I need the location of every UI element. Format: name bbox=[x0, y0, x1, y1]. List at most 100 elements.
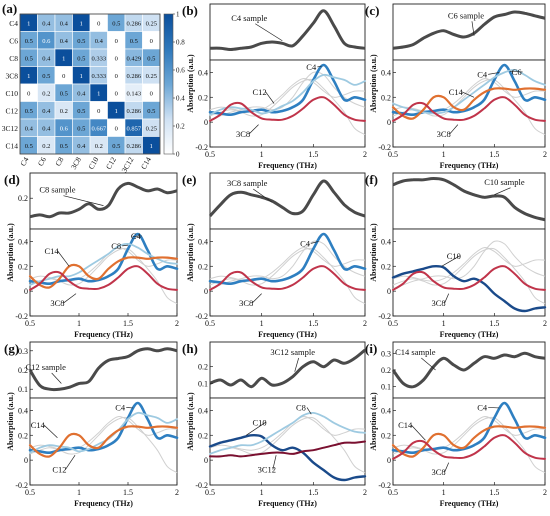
colorbar-tick-label: 0.2 bbox=[176, 123, 185, 131]
sample-axes-frame bbox=[392, 341, 546, 399]
series-annotation: C10 bbox=[253, 417, 267, 427]
y-tick-label: -0.2 bbox=[195, 481, 208, 490]
sample-label: C14 sample bbox=[395, 347, 436, 357]
heatmap-cell-value: 0.25 bbox=[146, 125, 157, 132]
y-axis-title: Absorption (a.u.) bbox=[186, 223, 195, 282]
sample-label-arrow bbox=[51, 372, 62, 384]
heatmap-cell-value: 0.4 bbox=[77, 143, 86, 150]
line-panel-e: (e) 3C8 sample C4 3C8 -0.2 0 0.2 0.4 0.5 1 1.5 2 Fre… bbox=[182, 172, 367, 339]
y-tick-label: 0.4 bbox=[198, 406, 208, 415]
series-annotation: 3C8 bbox=[50, 298, 64, 308]
series-annotation: C8 bbox=[296, 402, 306, 412]
sample-label-arrow bbox=[471, 21, 475, 36]
sample-label: C4 sample bbox=[231, 13, 267, 23]
y-axis-title: Absorption (a.u.) bbox=[369, 223, 378, 282]
series-annotation: C4 bbox=[115, 402, 126, 412]
colorbar bbox=[163, 13, 174, 155]
heatmap-col-label: C12 bbox=[104, 155, 118, 171]
reference-spectrum-line bbox=[392, 416, 546, 474]
series-annotation: C12 bbox=[52, 465, 66, 475]
heatmap-cell-value: 0 bbox=[150, 90, 153, 97]
series-annotation: 3C8 bbox=[236, 129, 250, 139]
sample-label-arrow bbox=[255, 23, 283, 42]
x-axis-title: Frequency (THz) bbox=[258, 161, 317, 170]
heatmap-cell-value: 0.4 bbox=[60, 38, 69, 45]
colorbar-tick-label: 0.4 bbox=[176, 95, 185, 103]
reference-spectrum-line bbox=[29, 247, 178, 305]
y-tick-label: 0.2 bbox=[18, 262, 28, 271]
y-tick-label: 0.2 bbox=[198, 431, 208, 440]
series-annotation-arrow bbox=[272, 455, 277, 470]
y-tick-label: 0.1 bbox=[18, 385, 28, 394]
series-annotation-arrow bbox=[410, 424, 426, 441]
y-tick-label: 0.2 bbox=[18, 431, 28, 440]
x-tick-label: 1 bbox=[77, 488, 81, 497]
series-annotation-arrow bbox=[265, 91, 275, 104]
x-tick-label: 2 bbox=[543, 319, 547, 328]
heatmap-cell-value: 0.4 bbox=[42, 55, 51, 62]
y-tick-label: -0.2 bbox=[378, 312, 391, 321]
reference-spectrum-line bbox=[209, 247, 366, 282]
heatmap-panel-a: (a) 1 0.4 0.4 1 0 0.5 0.286 0.25 0.5 0.6 0.4 0.5 0.4 0… bbox=[2, 1, 186, 174]
sample-spectrum-line bbox=[209, 348, 366, 389]
y-tick-label: 0 bbox=[24, 456, 28, 465]
colorbar-tick-label: 0.8 bbox=[176, 39, 185, 47]
heatmap-cell-value: 0.2 bbox=[95, 143, 103, 150]
x-tick-label: 1.5 bbox=[489, 150, 499, 159]
y-tick-label: -0.2 bbox=[15, 481, 28, 490]
heatmap-cell-value: 0.5 bbox=[25, 143, 33, 150]
heatmap-row-label: 3C12 bbox=[2, 124, 19, 133]
series-annotation: C4 bbox=[306, 62, 317, 72]
series-annotation-arrow bbox=[441, 255, 460, 267]
y-tick-label: 0 bbox=[204, 118, 208, 127]
heatmap-row-label: 3C8 bbox=[5, 71, 18, 80]
heatmap-cell-value: 0.143 bbox=[126, 90, 141, 97]
heatmap-row-label: C8 bbox=[9, 54, 18, 63]
heatmap-cell-value: 0 bbox=[115, 125, 118, 132]
series-annotation-arrow bbox=[461, 91, 475, 98]
x-tick-label: 2 bbox=[543, 488, 547, 497]
panel-label: (a) bbox=[2, 1, 17, 16]
heatmap-cell-value: 0.6 bbox=[42, 38, 51, 45]
y-tick-label: 0.4 bbox=[198, 68, 208, 77]
heatmap-row-label: C6 bbox=[9, 36, 18, 45]
series-annotation: C4 bbox=[477, 69, 488, 79]
heatmap-frame bbox=[19, 13, 161, 155]
series-line-3c8 bbox=[392, 265, 546, 291]
reference-spectrum-line bbox=[392, 78, 546, 113]
y-tick-label: 0.2 bbox=[18, 194, 28, 203]
heatmap-cell-value: 0.4 bbox=[95, 38, 104, 45]
x-tick-label: 1 bbox=[442, 319, 446, 328]
heatmap-cell-value: 0.5 bbox=[42, 73, 50, 80]
panel-label: (b) bbox=[182, 3, 198, 18]
x-tick-label: 0.5 bbox=[205, 488, 215, 497]
series-line-3c8 bbox=[29, 265, 178, 291]
series-annotation: C14 bbox=[449, 87, 464, 97]
panel-label: (h) bbox=[182, 341, 198, 356]
series-line-c14 bbox=[391, 425, 547, 458]
heatmap-cell-value: 0.25 bbox=[146, 73, 157, 80]
heatmap-cell-value: 0 bbox=[115, 90, 118, 97]
series-annotation: C12 bbox=[253, 87, 267, 97]
heatmap-col-label: C6 bbox=[36, 155, 48, 167]
heatmap-cell-value: 0 bbox=[150, 38, 153, 45]
series-annotation-arrow bbox=[63, 293, 77, 304]
series-line-3c8 bbox=[209, 96, 366, 122]
heatmap-cell-value: 0.857 bbox=[126, 125, 141, 132]
y-tick-label: -0.2 bbox=[195, 312, 208, 321]
x-axis-title: Frequency (THz) bbox=[74, 330, 133, 339]
series-annotation-arrow bbox=[57, 250, 70, 267]
y-tick-label: 0.4 bbox=[381, 68, 391, 77]
heatmap-cell-value: 0.6 bbox=[60, 125, 69, 132]
x-tick-label: 0.5 bbox=[25, 488, 35, 497]
heatmap-row-label: C14 bbox=[5, 141, 18, 150]
series-annotation-arrow bbox=[65, 454, 76, 470]
y-tick-label: 0.2 bbox=[381, 262, 391, 271]
x-tick-label: 1.5 bbox=[489, 319, 499, 328]
heatmap-cell-value: 0 bbox=[115, 38, 118, 45]
x-tick-label: 1 bbox=[260, 150, 264, 159]
y-tick-label: -0.2 bbox=[378, 143, 391, 152]
sample-label-arrow bbox=[294, 357, 300, 372]
sample-label: C12 sample bbox=[25, 362, 66, 372]
heatmap-col-label: 3C8 bbox=[69, 155, 83, 171]
